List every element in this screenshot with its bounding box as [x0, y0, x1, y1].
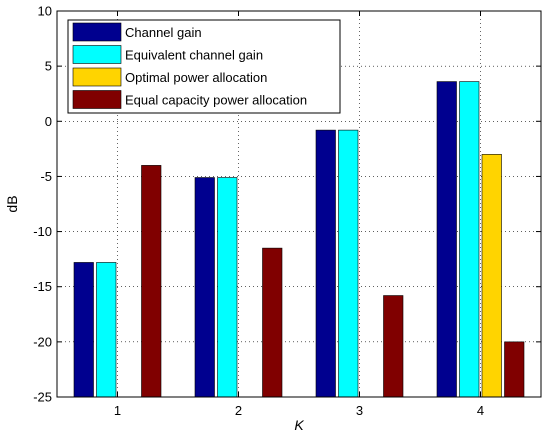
- x-tick-label: 4: [477, 403, 484, 418]
- y-tick-label: 0: [45, 114, 52, 129]
- bars: [73, 81, 525, 398]
- plot-frame: [56, 10, 542, 398]
- bar: [459, 81, 480, 398]
- legend-label: Equivalent channel gain: [125, 48, 263, 63]
- legend-swatch: [72, 90, 122, 109]
- legend-label: Channel gain: [125, 25, 202, 40]
- bar: [73, 262, 94, 398]
- bar: [194, 177, 215, 398]
- x-tick-label: 2: [235, 403, 242, 418]
- y-tick-label: -5: [40, 169, 52, 184]
- bar: [383, 295, 404, 398]
- legend-swatch: [72, 67, 122, 87]
- bar: [504, 341, 525, 398]
- bar: [96, 262, 117, 398]
- y-tick-label: 10: [38, 4, 52, 19]
- bar: [141, 165, 162, 398]
- bar: [481, 154, 502, 398]
- bar: [217, 177, 238, 398]
- x-tick-label: 3: [356, 403, 363, 418]
- y-tick-label: -15: [33, 279, 52, 294]
- ticks: -25 -20 -15 -10 -5 0 5 10 1 2 3 4: [33, 4, 541, 418]
- bar: [315, 129, 336, 398]
- y-axis-label: dB: [4, 195, 20, 212]
- x-axis-label: K: [294, 417, 304, 433]
- y-tick-label: 5: [45, 59, 52, 74]
- legend: Channel gain Equivalent channel gain Optim…: [67, 19, 341, 114]
- y-tick-label: -10: [33, 224, 52, 239]
- x-tick-label: 1: [114, 403, 121, 418]
- legend-label: Equal capacity power allocation: [125, 93, 307, 108]
- bar: [338, 129, 359, 398]
- legend-label: Optimal power allocation: [125, 70, 267, 85]
- bar: [262, 247, 283, 398]
- legend-swatch: [72, 45, 122, 64]
- legend-swatch: [72, 22, 122, 42]
- y-tick-label: -25: [33, 390, 52, 405]
- y-tick-label: -20: [33, 334, 52, 349]
- bar: [436, 81, 457, 398]
